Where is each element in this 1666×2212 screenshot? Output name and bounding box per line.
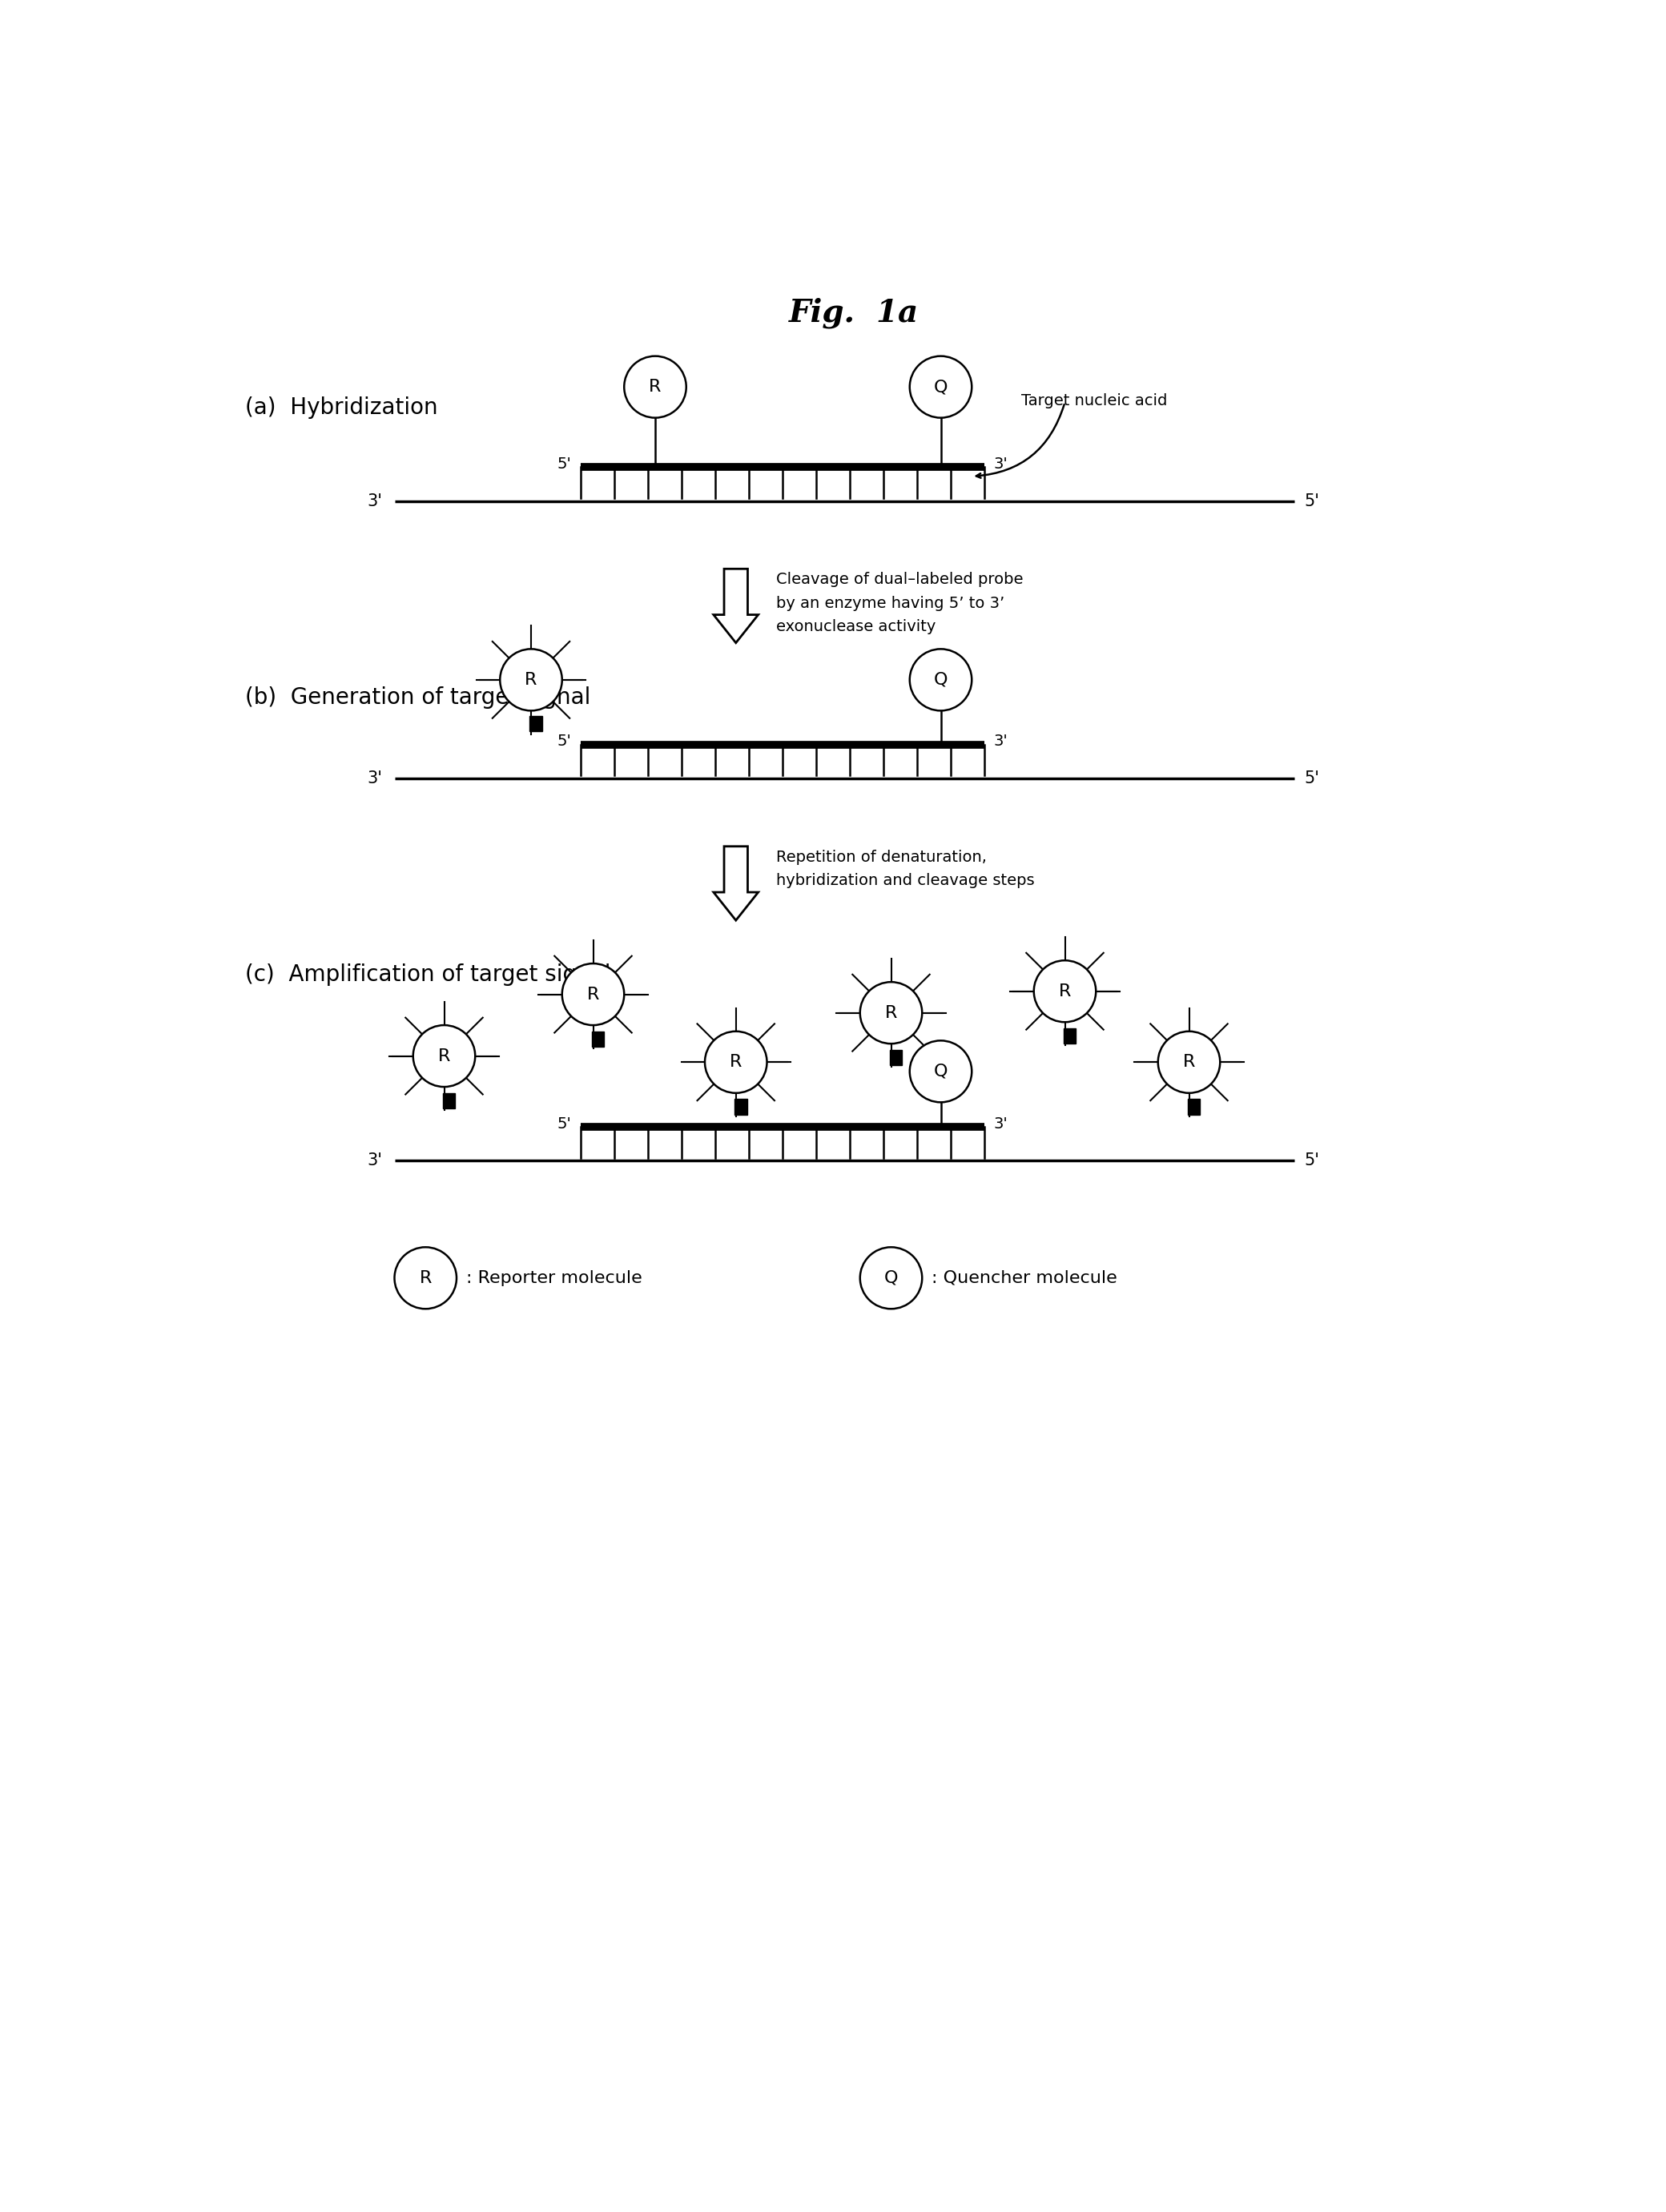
Text: (b)  Generation of target signal: (b) Generation of target signal [245, 686, 591, 708]
Bar [443, 1093, 455, 1108]
Text: R: R [525, 672, 536, 688]
Text: Target nucleic acid: Target nucleic acid [1021, 394, 1168, 409]
Text: 5': 5' [556, 1117, 571, 1133]
Circle shape [1158, 1031, 1220, 1093]
Circle shape [705, 1031, 766, 1093]
Text: R: R [1058, 984, 1071, 1000]
Circle shape [910, 356, 971, 418]
Bar [735, 1099, 746, 1115]
Bar [591, 1031, 605, 1046]
Text: : Reporter molecule: : Reporter molecule [466, 1270, 641, 1285]
Text: 3': 3' [367, 1152, 382, 1168]
Text: R: R [586, 987, 600, 1002]
Text: R: R [730, 1055, 741, 1071]
Circle shape [910, 648, 971, 710]
Bar [890, 1051, 903, 1066]
Text: Fig.  1a: Fig. 1a [788, 296, 920, 327]
Text: 3': 3' [367, 493, 382, 509]
Text: Q: Q [933, 1064, 948, 1079]
Text: 3': 3' [993, 1117, 1008, 1133]
Text: Q: Q [933, 672, 948, 688]
Text: R: R [885, 1004, 898, 1022]
Text: 3': 3' [367, 770, 382, 787]
Text: 5': 5' [1304, 493, 1319, 509]
Text: 5': 5' [556, 456, 571, 471]
Polygon shape [713, 847, 758, 920]
Text: (c)  Amplification of target signal: (c) Amplification of target signal [245, 964, 611, 987]
Text: 3': 3' [993, 456, 1008, 471]
Text: R: R [438, 1048, 450, 1064]
Circle shape [860, 982, 921, 1044]
Text: 5': 5' [1304, 770, 1319, 787]
Text: Q: Q [933, 378, 948, 396]
Polygon shape [713, 568, 758, 644]
Circle shape [860, 1248, 921, 1310]
Text: 3': 3' [993, 734, 1008, 750]
Text: R: R [1183, 1055, 1195, 1071]
Circle shape [413, 1024, 475, 1086]
Text: R: R [650, 378, 661, 396]
Text: Cleavage of dual–labeled probe
by an enzyme having 5’ to 3’
exonuclease activity: Cleavage of dual–labeled probe by an enz… [776, 573, 1023, 635]
Circle shape [500, 648, 561, 710]
Text: : Quencher molecule: : Quencher molecule [931, 1270, 1116, 1285]
Text: Q: Q [885, 1270, 898, 1285]
Text: Repetition of denaturation,
hybridization and cleavage steps: Repetition of denaturation, hybridizatio… [776, 849, 1035, 889]
Circle shape [1035, 960, 1096, 1022]
Bar [530, 717, 541, 730]
Bar [1063, 1029, 1076, 1044]
Text: 5': 5' [1304, 1152, 1319, 1168]
Text: R: R [420, 1270, 431, 1285]
Circle shape [561, 964, 625, 1024]
Text: 5': 5' [556, 734, 571, 750]
Text: (a)  Hybridization: (a) Hybridization [245, 396, 438, 418]
Circle shape [625, 356, 686, 418]
Bar [1188, 1099, 1200, 1115]
Circle shape [395, 1248, 456, 1310]
Circle shape [910, 1040, 971, 1102]
